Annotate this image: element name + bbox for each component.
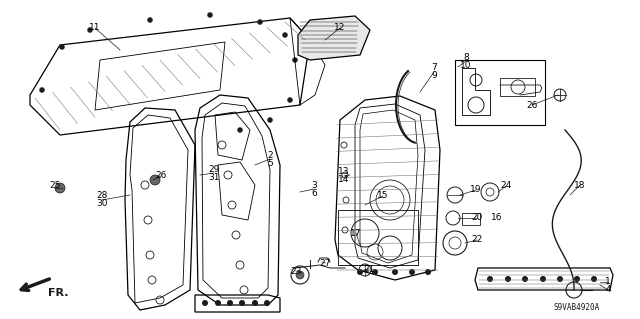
Circle shape xyxy=(40,87,45,93)
Bar xyxy=(462,213,480,225)
Text: 24: 24 xyxy=(500,182,511,190)
Text: 26: 26 xyxy=(526,100,538,109)
Text: 15: 15 xyxy=(377,191,388,201)
Text: 27: 27 xyxy=(319,258,331,268)
Circle shape xyxy=(268,117,273,122)
Text: 10: 10 xyxy=(460,61,472,70)
Text: 17: 17 xyxy=(350,228,362,238)
Circle shape xyxy=(574,276,580,282)
Circle shape xyxy=(239,300,245,306)
Text: 19: 19 xyxy=(470,186,482,195)
Text: 30: 30 xyxy=(96,199,108,209)
Text: 29: 29 xyxy=(208,165,220,174)
Circle shape xyxy=(237,128,243,132)
Circle shape xyxy=(147,18,152,23)
Text: 11: 11 xyxy=(89,24,100,33)
Text: 1: 1 xyxy=(605,278,611,286)
Polygon shape xyxy=(298,16,370,60)
Circle shape xyxy=(282,33,287,38)
Text: 8: 8 xyxy=(463,53,469,62)
Text: 13: 13 xyxy=(339,167,349,176)
Circle shape xyxy=(557,276,563,282)
Circle shape xyxy=(425,269,431,275)
Text: 23: 23 xyxy=(291,266,301,276)
Text: 9: 9 xyxy=(431,71,437,80)
Text: 21: 21 xyxy=(364,264,374,273)
Circle shape xyxy=(252,300,258,306)
Circle shape xyxy=(88,27,93,33)
Text: 6: 6 xyxy=(311,189,317,197)
Circle shape xyxy=(409,269,415,275)
Circle shape xyxy=(60,44,65,49)
Circle shape xyxy=(522,276,528,282)
Text: 22: 22 xyxy=(472,235,483,244)
Circle shape xyxy=(150,175,160,185)
Text: 31: 31 xyxy=(208,173,220,182)
Text: 2: 2 xyxy=(267,151,273,160)
Circle shape xyxy=(287,98,292,102)
Bar xyxy=(500,78,535,96)
Text: 4: 4 xyxy=(605,286,611,294)
Text: 26: 26 xyxy=(156,172,166,181)
Circle shape xyxy=(540,276,546,282)
Circle shape xyxy=(487,276,493,282)
Circle shape xyxy=(505,276,511,282)
Circle shape xyxy=(296,271,304,279)
Text: 5: 5 xyxy=(267,159,273,167)
Text: 18: 18 xyxy=(574,181,586,189)
Text: 7: 7 xyxy=(431,63,437,72)
Text: FR.: FR. xyxy=(48,288,68,298)
Text: 25: 25 xyxy=(49,182,61,190)
Circle shape xyxy=(202,300,208,306)
Circle shape xyxy=(357,269,363,275)
Circle shape xyxy=(591,276,597,282)
Circle shape xyxy=(215,300,221,306)
Circle shape xyxy=(207,12,212,18)
Text: 28: 28 xyxy=(96,191,108,201)
Text: 14: 14 xyxy=(339,175,349,184)
Circle shape xyxy=(264,300,270,306)
Text: S9VAB4920A: S9VAB4920A xyxy=(554,303,600,312)
Circle shape xyxy=(392,269,398,275)
Text: 12: 12 xyxy=(334,24,346,33)
Circle shape xyxy=(292,57,298,63)
Text: 20: 20 xyxy=(471,213,483,222)
Circle shape xyxy=(227,300,233,306)
Circle shape xyxy=(257,19,262,25)
Text: 16: 16 xyxy=(492,213,503,222)
Circle shape xyxy=(55,183,65,193)
Circle shape xyxy=(372,269,378,275)
Text: 3: 3 xyxy=(311,181,317,189)
